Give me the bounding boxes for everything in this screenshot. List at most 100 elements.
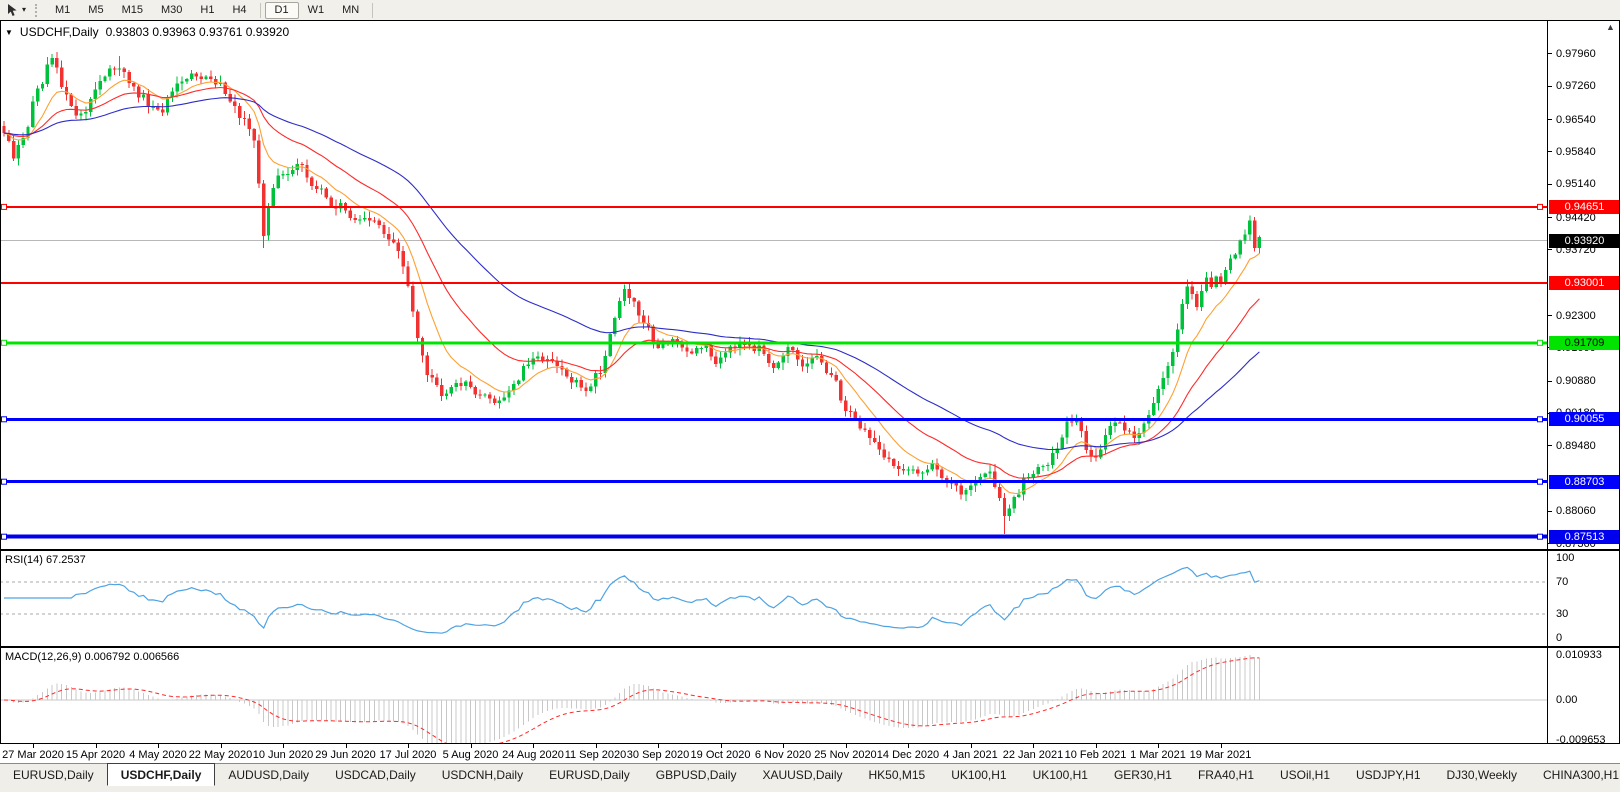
date-tick-label: 29 Jun 2020 [315, 749, 376, 761]
date-tick-mark [1158, 744, 1159, 748]
tab-dj30-weekly[interactable]: DJ30,Weekly [1446, 768, 1517, 782]
price-tick-label: 0.90880 [1556, 375, 1596, 388]
line-handle[interactable] [1, 416, 7, 423]
line-handle[interactable] [1537, 203, 1543, 210]
pointer-tool-button[interactable]: ▾ [0, 1, 32, 19]
tab-audusd-daily[interactable]: AUDUSD,Daily [228, 768, 310, 782]
timeframe-button-m15[interactable]: M15 [121, 3, 143, 16]
price-tick-label: 0.88060 [1556, 505, 1596, 518]
date-tick-mark [220, 744, 222, 748]
tab-hk50-m15[interactable]: HK50,M15 [868, 768, 926, 782]
macd-histogram [8, 655, 1260, 743]
toolbar-grip[interactable] [35, 3, 39, 17]
line-handle[interactable] [1, 339, 7, 346]
axis-tick-mark [1548, 249, 1552, 251]
date-tick-mark [720, 744, 722, 748]
axis-tick-mark [1548, 380, 1552, 382]
toolbar-separator [259, 2, 261, 18]
timeframe-button-m5[interactable]: M5 [88, 3, 104, 16]
rsi-tick-label: 30 [1556, 608, 1569, 620]
date-tick-mark [533, 744, 534, 748]
line-handle[interactable] [1, 478, 7, 485]
toolbar-separator [372, 2, 374, 18]
date-tick-mark [970, 744, 972, 748]
price-tick-label: 0.94420 [1556, 211, 1596, 224]
date-tick-mark [33, 744, 34, 748]
date-tick-label: 10 Jun 2020 [252, 749, 314, 761]
timeframe-button-d1[interactable]: D1 [264, 1, 299, 19]
rsi-indicator-canvas[interactable] [0, 551, 1547, 646]
date-tick-label: 25 Nov 2020 [814, 749, 877, 761]
date-tick-mark [1095, 744, 1097, 748]
candlesticks [2, 52, 1262, 535]
date-tick-label: 4 Jan 2021 [943, 749, 998, 761]
macd-signal-line [3, 657, 1260, 743]
tab-usdcad-daily[interactable]: USDCAD,Daily [335, 768, 416, 782]
chart-left-border [0, 20, 1, 744]
tab-eurusd-daily[interactable]: EURUSD,Daily [13, 768, 94, 782]
timeframe-toolbar: M1 M5 M15 M30 H1 H4 D1 W1 MN [46, 0, 377, 20]
moving-average-line [3, 97, 1260, 451]
timeframe-button-h4[interactable]: H4 [232, 3, 247, 16]
ohlc-values: 0.93803 0.93963 0.93761 0.93920 [105, 25, 290, 39]
axis-tick-mark [1548, 315, 1552, 317]
symbol-period-label: USDCHF,Daily [19, 25, 99, 39]
line-handle[interactable] [1537, 478, 1543, 485]
tab-usoil-h1[interactable]: USOil,H1 [1280, 768, 1331, 782]
line-handle[interactable] [1537, 533, 1543, 540]
tab-fra40-h1[interactable]: FRA40,H1 [1197, 768, 1254, 782]
date-tick-label: 19 Oct 2020 [690, 749, 751, 761]
axis-tick-mark [1548, 510, 1552, 512]
price-axis[interactable]: ▲ 0.97960 0.97260 0.96540 0.95840 0.95140 0.9… [1547, 20, 1620, 744]
timeframe-button-mn[interactable]: MN [342, 3, 360, 16]
main-rsi-divider[interactable] [0, 549, 1620, 551]
price-level-label: 0.88703 [1549, 474, 1620, 489]
collapse-triangle-icon[interactable]: ▼ [5, 27, 13, 37]
tab-usdcnh-daily[interactable]: USDCNH,Daily [441, 768, 524, 782]
date-tick-mark [1033, 744, 1034, 748]
price-level-label: 0.87513 [1549, 529, 1620, 544]
date-tick-mark [283, 744, 284, 748]
timeframe-button-m1[interactable]: M1 [55, 3, 71, 16]
date-tick-mark [908, 744, 909, 748]
tab-gbpusd-daily[interactable]: GBPUSD,Daily [655, 768, 737, 782]
date-tick-label: 30 Sep 2020 [626, 749, 690, 761]
price-chart-canvas[interactable] [0, 22, 1547, 549]
axis-tick-mark [1548, 543, 1552, 545]
tab-china300-h1[interactable]: CHINA300,H1 [1542, 768, 1620, 782]
date-tick-mark [595, 744, 597, 748]
date-tick-label: 4 May 2020 [129, 749, 187, 761]
cursor-icon [8, 4, 17, 16]
tab-usdchf-daily[interactable]: USDCHF,Daily [106, 763, 216, 786]
rsi-line [4, 566, 1260, 634]
date-tick-label: 15 Apr 2020 [65, 749, 126, 761]
axis-tick-mark [1548, 183, 1552, 185]
tab-ger30-h1[interactable]: GER30,H1 [1113, 768, 1172, 782]
scroll-up-icon[interactable]: ▲ [1606, 22, 1615, 32]
price-level-label: 0.90055 [1549, 412, 1620, 427]
tab-xauusd-daily[interactable]: XAUUSD,Daily [762, 768, 843, 782]
date-tick-label: 24 Aug 2020 [502, 749, 564, 761]
macd-tick-label: -0.009653 [1556, 733, 1606, 744]
macd-label: MACD(12,26,9) 0.006792 0.006566 [5, 651, 180, 663]
line-handle[interactable] [1537, 416, 1543, 423]
tab-usdjpy-h1[interactable]: USDJPY,H1 [1356, 768, 1421, 782]
tab-uk100-h1[interactable]: UK100,H1 [951, 768, 1007, 782]
toolbar: ▾ M1 M5 M15 M30 H1 H4 D1 W1 MN [0, 0, 1620, 20]
timeframe-button-h1[interactable]: H1 [200, 3, 215, 16]
tab-uk100-h1[interactable]: UK100,H1 [1032, 768, 1088, 782]
macd-indicator-canvas[interactable] [0, 648, 1547, 743]
tab-eurusd-daily[interactable]: EURUSD,Daily [549, 768, 630, 782]
time-axis[interactable]: 27 Mar 2020 15 Apr 2020 4 May 2020 22 May 2… [0, 744, 1620, 763]
timeframe-button-m30[interactable]: M30 [160, 3, 183, 16]
line-handle[interactable] [1, 203, 7, 210]
line-handle[interactable] [1, 533, 7, 540]
rsi-tick-label: 0 [1556, 632, 1563, 644]
timeframe-button-w1[interactable]: W1 [307, 3, 325, 16]
rsi-macd-divider[interactable] [0, 646, 1620, 648]
line-handle[interactable] [1537, 339, 1543, 346]
moving-average-line [3, 79, 1260, 495]
dropdown-caret-icon[interactable]: ▾ [22, 5, 27, 14]
axis-tick-mark [1548, 445, 1552, 447]
chart-title: ▼ USDCHF,Daily 0.93803 0.93963 0.93761 0… [5, 25, 289, 39]
